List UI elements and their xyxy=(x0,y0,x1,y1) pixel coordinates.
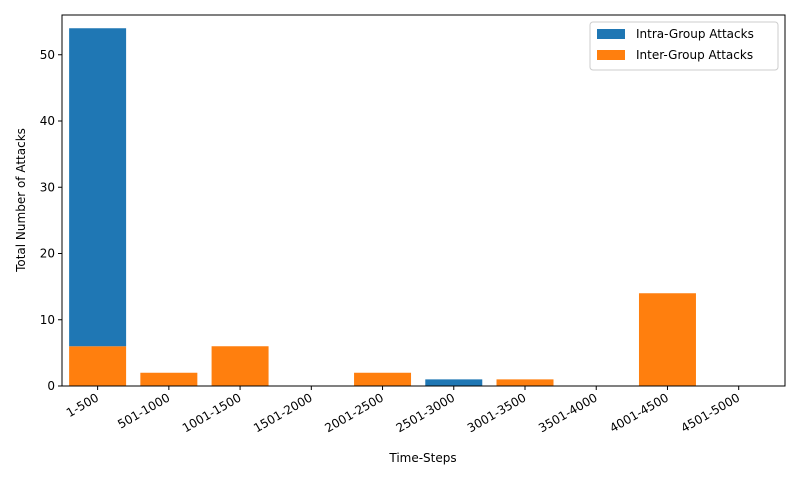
y-axis-label: Total Number of Attacks xyxy=(14,128,28,273)
plot-frame xyxy=(61,14,786,387)
bar-inter-2001-2500 xyxy=(354,372,412,386)
bar-intra-2501-3000 xyxy=(425,379,483,386)
legend-label-inter: Inter-Group Attacks xyxy=(636,48,753,62)
x-axis-label: Time-Steps xyxy=(388,451,456,465)
y-tick-label: 10 xyxy=(40,313,55,327)
legend-label-intra: Intra-Group Attacks xyxy=(636,27,754,41)
bar-inter-1001-1500 xyxy=(211,346,269,386)
bar-inter-3001-3500 xyxy=(496,379,554,386)
y-tick-label: 30 xyxy=(40,180,55,194)
bar-inter-1-500 xyxy=(69,346,127,386)
bars-layer xyxy=(69,28,696,386)
y-axis: 0 10 20 30 40 50 xyxy=(40,48,62,393)
legend-box xyxy=(589,21,779,71)
y-tick-label: 50 xyxy=(40,48,55,62)
bar-inter-501-1000 xyxy=(140,372,198,386)
legend-swatch-inter xyxy=(597,50,625,60)
legend-swatch-intra xyxy=(597,29,625,39)
y-tick-label: 20 xyxy=(40,247,55,261)
bar-intra-1-500 xyxy=(69,28,127,347)
bar-inter-4001-4500 xyxy=(638,293,696,386)
y-tick-label: 40 xyxy=(40,114,55,128)
y-tick-label: 0 xyxy=(47,379,55,393)
legend: Intra-Group Attacks Inter-Group Attacks xyxy=(589,21,779,71)
